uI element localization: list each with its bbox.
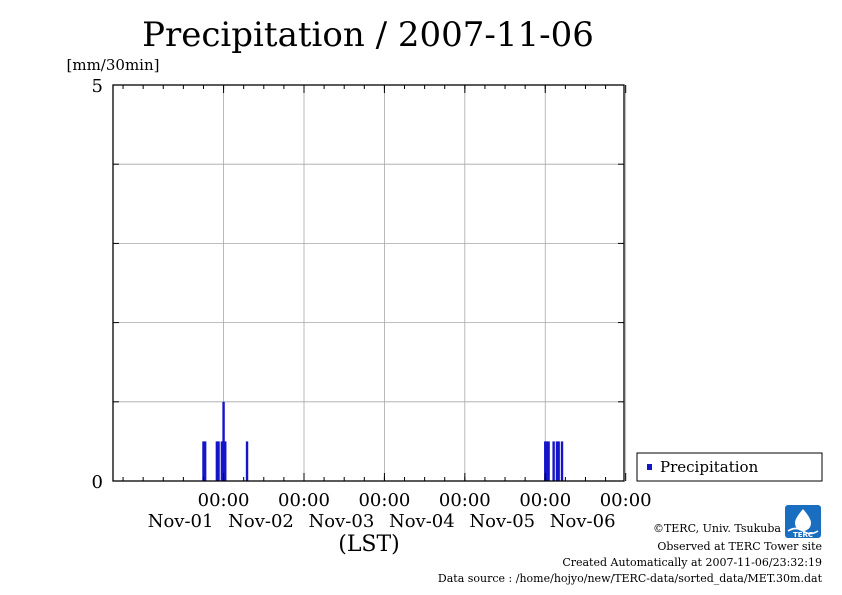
observed-text: Observed at TERC Tower site [657, 540, 822, 553]
x-tick-day-label: Nov-05 [469, 511, 535, 532]
precipitation-bar [555, 441, 559, 481]
precipitation-bar [203, 441, 207, 481]
x-tick-day-label: Nov-02 [228, 511, 294, 532]
axis-ticks [113, 84, 627, 482]
precipitation-bar [222, 401, 225, 481]
x-axis-label: (LST) [338, 532, 400, 557]
legend: Precipitation [636, 452, 823, 482]
legend-swatch [647, 464, 652, 470]
created-text: Created Automatically at 2007-11-06/23:3… [562, 556, 822, 569]
precipitation-bar [245, 441, 249, 481]
x-tick-time-label: 00:00 [439, 490, 491, 511]
x-tick-time-label: 00:00 [358, 490, 410, 511]
x-tick-day-label: Nov-04 [389, 511, 455, 532]
x-tick-day-label: Nov-01 [148, 511, 214, 532]
y-tick-label-5: 5 [92, 76, 103, 97]
precipitation-bar [557, 441, 560, 481]
legend-label: Precipitation [660, 458, 759, 476]
precipitation-bar [552, 441, 555, 481]
source-text: Data source : /home/hojyo/new/TERC-data/… [438, 572, 823, 585]
x-tick-time-label: 00:00 [278, 490, 330, 511]
logo-text: TERC [793, 531, 813, 539]
plot-frame [112, 84, 625, 482]
precipitation-bar [560, 441, 564, 481]
chart-title: Precipitation / 2007-11-06 [142, 15, 594, 55]
y-tick-label-0: 0 [92, 472, 103, 493]
precipitation-bar [547, 441, 550, 481]
precipitation-bar [544, 441, 547, 481]
precipitation-bar [217, 441, 220, 481]
grid-lines [113, 85, 627, 481]
precipitation-bar [220, 441, 224, 481]
precipitation-bars [202, 401, 564, 481]
terc-logo-icon: TERC [785, 505, 821, 539]
precipitation-bar [224, 441, 227, 481]
x-tick-time-label: 00:00 [600, 490, 652, 511]
legend-box [636, 452, 823, 482]
precipitation-bar [545, 441, 549, 481]
precipitation-bar [215, 441, 219, 481]
y-axis-label: [mm/30min] [67, 56, 160, 74]
x-tick-day-label: Nov-06 [550, 511, 616, 532]
copyright-text: ©TERC, Univ. Tsukuba [653, 522, 781, 535]
x-tick-time-label: 00:00 [519, 490, 571, 511]
x-tick-labels: 00:00Nov-0100:00Nov-0200:00Nov-0300:00No… [148, 490, 652, 532]
x-tick-day-label: Nov-03 [309, 511, 375, 532]
x-tick-time-label: 00:00 [198, 490, 250, 511]
precipitation-bar [202, 441, 205, 481]
